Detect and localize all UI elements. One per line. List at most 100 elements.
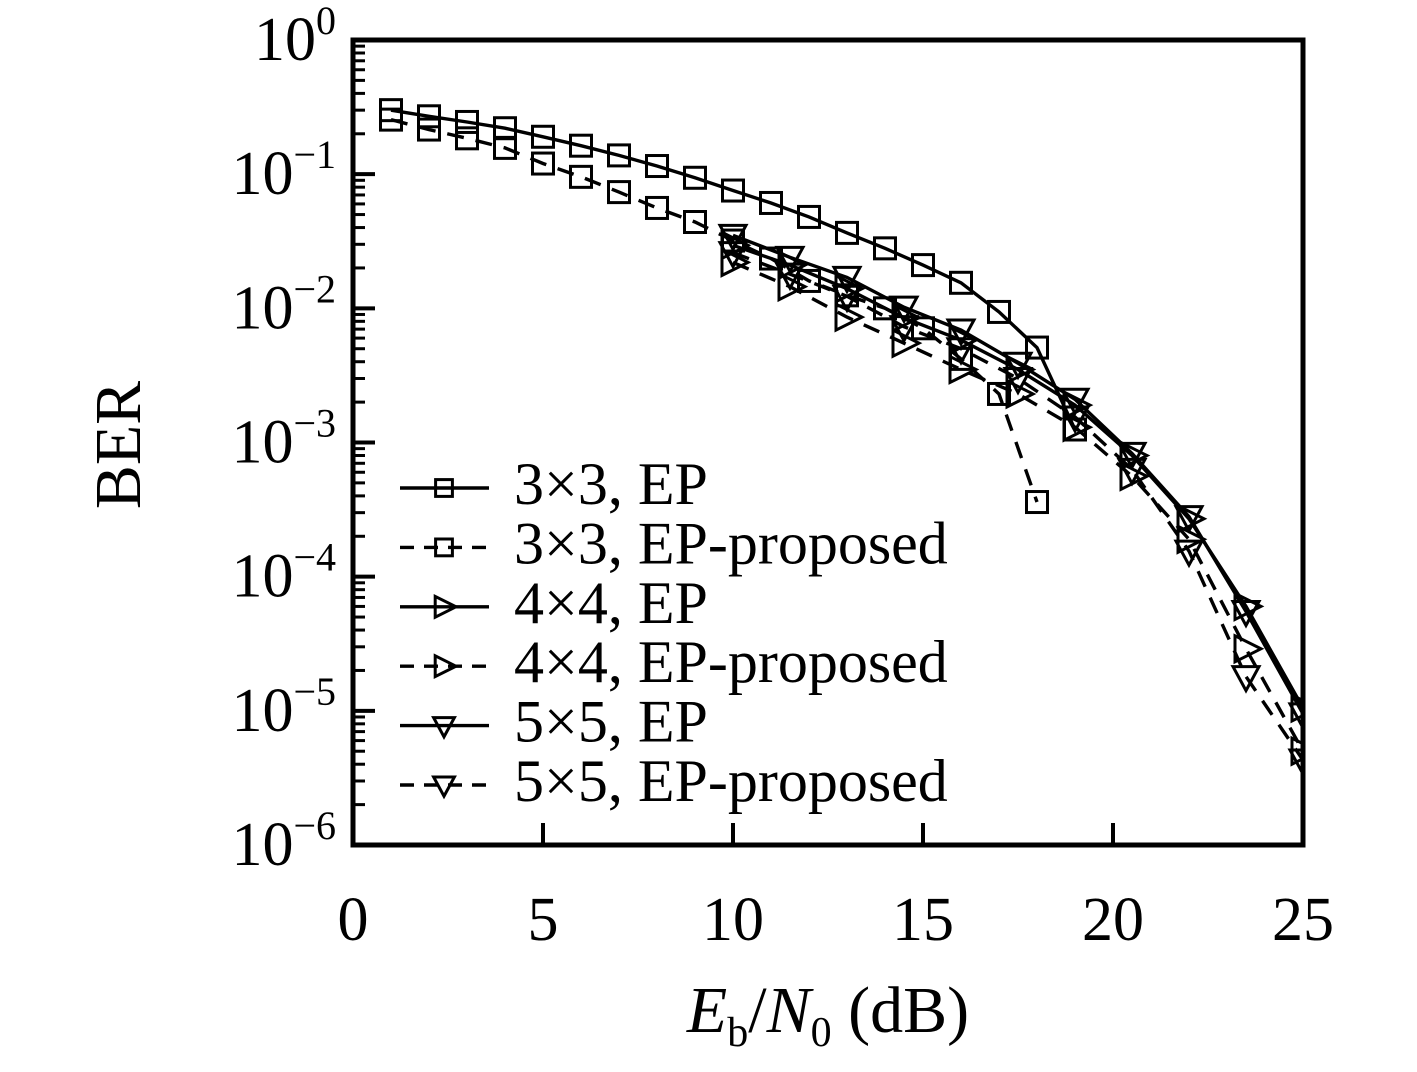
triangle-right-marker — [948, 354, 980, 385]
triangle-right-marker — [1176, 523, 1208, 555]
y-tick-label: 100 — [254, 0, 336, 74]
square-marker — [569, 164, 593, 189]
triangle-down-marker — [1173, 539, 1205, 569]
triangle-down-marker — [1230, 665, 1262, 694]
triangle-right-marker — [433, 593, 460, 620]
x-tick-label: 0 — [338, 886, 369, 954]
x-tick-label: 25 — [1272, 886, 1334, 954]
square-marker — [434, 537, 454, 558]
triangle-down-marker — [717, 241, 749, 270]
square-marker — [607, 143, 631, 168]
triangle-right-marker — [1233, 633, 1265, 665]
square-marker — [797, 268, 821, 293]
triangle-down-marker — [1002, 351, 1034, 381]
square-marker — [911, 253, 935, 278]
triangle-down-marker — [774, 262, 806, 292]
y-axis-ticks: 100 10−1 10−2 10−3 10−4 10−5 10−6 — [231, 0, 375, 879]
x-tick-label: 10 — [702, 886, 764, 954]
square-marker — [721, 178, 745, 203]
square-marker — [797, 204, 821, 229]
series-5-5-ep-proposed — [717, 241, 1303, 778]
square-marker — [607, 180, 631, 205]
legend-label: 3×3, EP-proposed — [514, 510, 948, 576]
square-marker — [1025, 490, 1049, 515]
square-marker — [531, 124, 555, 149]
triangle-down-marker — [717, 223, 749, 253]
legend-entry-0: 3×3, EP — [400, 451, 708, 517]
triangle-down-marker — [945, 318, 977, 348]
x-axis-title: Eb/N0 (dB) — [686, 974, 969, 1056]
triangle-down-marker — [1230, 600, 1262, 629]
square-marker — [683, 165, 707, 190]
series-layer — [379, 98, 1303, 778]
series-3-3-ep-proposed — [379, 107, 1049, 515]
triangle-right-marker — [720, 246, 752, 278]
square-marker — [434, 478, 454, 498]
legend-label: 5×5, EP-proposed — [514, 748, 948, 814]
legend-label: 3×3, EP — [514, 451, 708, 517]
series-line — [390, 117, 1039, 503]
triangle-down-marker — [1116, 441, 1148, 471]
legend-label: 4×4, EP-proposed — [514, 629, 948, 695]
square-marker — [949, 270, 973, 295]
square-marker — [417, 104, 441, 129]
square-marker — [987, 381, 1011, 406]
triangle-down-marker — [1002, 366, 1034, 396]
x-tick-label: 15 — [892, 886, 954, 954]
legend-entry-1: 3×3, EP-proposed — [400, 510, 948, 576]
legend-entry-2: 4×4, EP — [400, 570, 708, 636]
series-3-3-ep — [379, 98, 1087, 442]
triangle-right-marker — [777, 271, 809, 303]
legend-entry-4: 5×5, EP — [400, 689, 708, 755]
triangle-down-marker — [831, 284, 863, 314]
triangle-down-marker — [1059, 405, 1091, 435]
y-tick-label: 10−1 — [231, 132, 336, 208]
legend-entry-5: 5×5, EP-proposed — [400, 748, 948, 814]
triangle-down-marker — [1059, 387, 1091, 417]
triangle-down-marker — [1173, 505, 1205, 534]
plot-box — [350, 37, 1306, 848]
x-axis-ticks: 0 5 10 15 20 25 — [338, 823, 1334, 954]
triangle-down-marker — [1287, 748, 1303, 778]
square-marker — [759, 190, 783, 215]
y-axis-title: BER — [82, 381, 155, 509]
triangle-down-marker — [1287, 702, 1303, 731]
y-tick-label: 10−5 — [231, 669, 336, 745]
series-line — [732, 260, 1303, 753]
square-marker — [569, 133, 593, 158]
square-marker — [493, 135, 517, 160]
series-line — [732, 251, 1303, 761]
square-marker — [417, 117, 441, 142]
series-line — [732, 233, 1303, 715]
square-marker — [379, 107, 403, 132]
square-marker — [645, 154, 669, 179]
triangle-down-marker — [888, 295, 920, 325]
square-marker — [645, 195, 669, 220]
square-marker — [531, 151, 555, 176]
square-marker — [835, 220, 859, 245]
y-tick-label: 10−3 — [231, 401, 336, 477]
triangle-down-marker — [1116, 457, 1148, 487]
triangle-down-marker — [431, 716, 457, 740]
square-marker — [683, 210, 707, 235]
square-marker — [455, 126, 479, 151]
triangle-right-marker — [433, 653, 460, 680]
triangle-down-marker — [945, 337, 977, 366]
series-line — [390, 108, 1077, 431]
square-marker — [455, 109, 479, 134]
x-tick-label: 5 — [528, 886, 559, 954]
triangle-down-marker — [888, 315, 920, 344]
square-marker — [873, 236, 897, 261]
triangle-down-marker — [431, 775, 457, 800]
triangle-right-marker — [834, 301, 866, 333]
legend-label: 4×4, EP — [514, 570, 708, 636]
y-tick-label: 10−6 — [231, 803, 336, 879]
legend-label: 5×5, EP — [514, 689, 708, 755]
triangle-down-marker — [831, 265, 863, 295]
y-tick-label: 10−2 — [231, 266, 336, 342]
y-tick-label: 10−4 — [231, 535, 336, 611]
triangle-down-marker — [774, 245, 806, 275]
